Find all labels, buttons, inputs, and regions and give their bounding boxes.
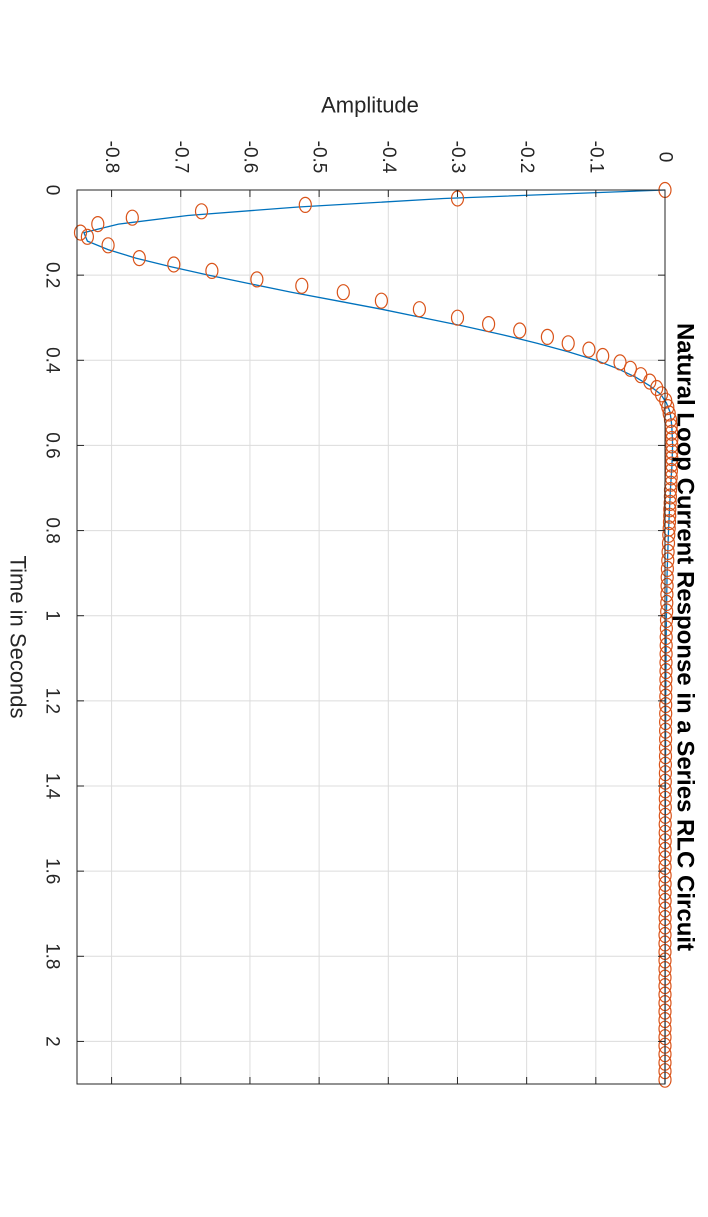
data-marker <box>660 560 675 578</box>
data-marker <box>659 645 673 663</box>
data-marker <box>660 603 674 620</box>
data-marker <box>659 662 673 680</box>
x-tick-label: 1 <box>42 610 63 621</box>
data-marker <box>298 196 312 213</box>
series-line <box>83 189 674 1085</box>
data-marker <box>665 430 679 448</box>
data-marker <box>664 456 679 473</box>
data-marker <box>125 209 139 226</box>
data-marker <box>194 203 209 220</box>
data-marker <box>654 386 669 403</box>
y-axis-label: Amplitude <box>321 93 419 118</box>
data-marker <box>482 316 496 333</box>
y-tick-label: -0.3 <box>447 141 468 174</box>
data-marker <box>660 569 674 586</box>
x-tick-label: 0.2 <box>42 262 63 288</box>
data-marker <box>663 488 678 505</box>
data-marker <box>659 705 673 722</box>
data-marker <box>643 373 657 390</box>
y-tick-label: -0.1 <box>585 141 606 174</box>
data-marker <box>661 552 675 569</box>
data-marker <box>663 507 677 524</box>
data-marker <box>132 250 146 267</box>
tick-layer: 0 0.2 0.4 0.6 0.8 1 1.2 1.4 1.6 1.8 2 -0.8 -0.7 -0.6 -… <box>42 141 676 1084</box>
x-axis-label: Time in Seconds <box>6 555 31 718</box>
chart-title: Natural Loop Current Response in a Serie… <box>672 323 699 951</box>
data-marker <box>450 309 465 326</box>
y-tick-label: -0.4 <box>378 141 399 174</box>
x-tick-label: 0 <box>42 185 63 196</box>
data-marker <box>659 620 674 637</box>
data-marker <box>658 713 673 731</box>
data-marker <box>295 277 309 294</box>
data-marker <box>659 637 673 654</box>
data-marker <box>659 688 673 705</box>
data-marker <box>658 731 673 748</box>
data-marker <box>661 535 676 552</box>
data-marker <box>374 292 388 309</box>
data-marker <box>663 494 677 511</box>
data-marker <box>596 347 610 365</box>
data-marker <box>660 577 674 595</box>
data-marker <box>540 328 555 345</box>
axes-box <box>76 189 666 1085</box>
data-marker <box>80 228 95 245</box>
data-marker <box>336 284 350 301</box>
data-marker <box>561 335 575 352</box>
data-marker <box>661 399 675 416</box>
data-marker <box>659 654 673 671</box>
x-tick-label: 1.4 <box>42 773 63 800</box>
data-marker <box>650 379 664 397</box>
y-tick-label: -0.2 <box>516 141 537 174</box>
data-marker <box>665 450 679 467</box>
y-tick-label: -0.7 <box>170 141 191 174</box>
data-marker <box>659 611 674 629</box>
data-marker <box>658 722 673 739</box>
x-tick-label: 1.6 <box>42 858 63 884</box>
x-tick-label: 1.8 <box>42 943 63 969</box>
data-marker <box>662 526 676 543</box>
data-marker <box>613 354 627 371</box>
x-tick-label: 0.6 <box>42 432 63 458</box>
grid-layer <box>77 189 666 1084</box>
x-tick-label: 0.8 <box>42 517 63 543</box>
y-tick-label: 0 <box>655 152 676 163</box>
series-layer <box>73 181 679 1088</box>
data-marker <box>662 405 676 422</box>
data-marker <box>664 424 679 441</box>
data-marker <box>91 216 105 233</box>
x-tick-label: 0.4 <box>42 347 63 374</box>
y-tick-label: -0.5 <box>309 141 330 174</box>
data-marker <box>660 594 674 612</box>
data-marker <box>660 586 674 603</box>
data-marker <box>659 679 673 697</box>
data-marker <box>412 301 426 318</box>
data-marker <box>659 628 673 646</box>
data-marker <box>623 360 638 377</box>
data-marker <box>101 237 115 254</box>
data-marker <box>73 224 88 241</box>
data-marker <box>582 341 596 358</box>
data-marker <box>167 256 181 273</box>
data-marker <box>659 671 673 688</box>
y-tick-label: -0.8 <box>101 141 122 174</box>
data-marker <box>663 501 677 518</box>
x-tick-label: 2 <box>42 1036 63 1047</box>
data-marker <box>513 322 527 339</box>
data-marker <box>661 543 675 561</box>
data-marker <box>250 271 264 288</box>
data-marker <box>662 513 677 531</box>
data-marker <box>659 696 673 714</box>
data-marker <box>665 437 679 454</box>
y-tick-label: -0.6 <box>239 141 260 174</box>
data-marker <box>665 443 679 460</box>
x-tick-label: 1.2 <box>42 688 63 714</box>
data-marker <box>205 262 219 279</box>
